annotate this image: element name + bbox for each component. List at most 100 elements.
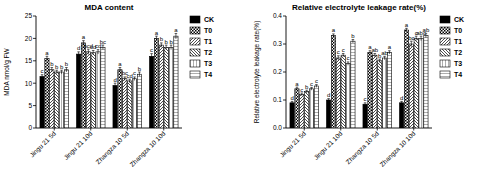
significance-letter: d <box>113 77 116 83</box>
bar <box>113 85 117 128</box>
significance-letter: b <box>60 64 64 70</box>
error-bar <box>133 77 136 81</box>
error-bar <box>291 101 294 104</box>
bar <box>387 52 391 128</box>
bar <box>123 79 127 128</box>
bar <box>346 64 350 128</box>
x-tick <box>90 128 91 131</box>
error-bar <box>347 62 350 65</box>
x-tick <box>377 128 378 131</box>
y-tick-label: 0.3 <box>273 40 282 47</box>
significance-letter: a <box>332 27 336 33</box>
legend-swatch <box>440 49 450 56</box>
bar <box>164 47 168 128</box>
figure: MDA contentMDA nmol/g FW0510152025Jingu … <box>0 0 500 180</box>
x-tick-label: Zhangza 10 10d <box>378 129 417 168</box>
bar <box>331 36 335 128</box>
error-bar <box>352 40 355 43</box>
bar <box>50 70 54 128</box>
significance-letter: c <box>310 81 313 87</box>
significance-letter: a <box>388 44 392 50</box>
error-bar <box>305 90 308 93</box>
bar <box>399 103 403 128</box>
bar <box>341 55 345 128</box>
error-bar <box>175 33 178 38</box>
legend-swatch <box>440 16 450 23</box>
bar <box>40 76 44 128</box>
error-bar <box>170 45 173 49</box>
significance-letter: b <box>50 61 54 67</box>
chart: MDA contentMDA nmol/g FW0510152025Jingu … <box>3 3 214 169</box>
error-bar <box>410 41 413 47</box>
significance-letter: c <box>150 47 153 53</box>
significance-letter: d <box>290 95 293 101</box>
significance-letter: b <box>305 84 309 90</box>
bar <box>414 38 418 128</box>
bar <box>96 52 100 128</box>
x-tick-label: Jingu 21 5d <box>278 129 308 159</box>
error-bar <box>160 43 163 47</box>
bar <box>314 86 318 128</box>
error-bar <box>405 28 408 31</box>
significance-letter: bc <box>408 35 414 41</box>
error-bar <box>92 50 95 54</box>
y-axis <box>286 16 287 128</box>
y-axis <box>36 16 37 128</box>
bar <box>300 94 304 128</box>
error-bar <box>102 45 105 49</box>
x-tick <box>413 128 414 131</box>
error-bar <box>315 85 318 88</box>
legend-label: T1 <box>454 38 462 45</box>
x-tick-label: Zhangza 10 10d <box>128 129 167 168</box>
y-axis-label: Relative electrolyte leakage rate(%) <box>253 21 261 124</box>
significance-letter: a <box>295 81 299 87</box>
significance-letter: c <box>347 55 350 61</box>
bar <box>326 100 330 128</box>
y-tick-label: 0.4 <box>273 12 282 19</box>
error-bar <box>310 87 313 90</box>
error-bar <box>77 52 80 56</box>
y-tick-label: 0.2 <box>273 68 282 75</box>
legend-label: CK <box>204 16 214 23</box>
bar <box>409 44 413 128</box>
error-bar <box>55 70 58 74</box>
significance-letter: b <box>160 36 164 42</box>
y-tick-label: 15 <box>25 57 33 64</box>
bar <box>45 59 49 128</box>
y-tick-label: 10 <box>25 80 33 87</box>
significance-letter: a <box>45 50 49 56</box>
bar <box>309 89 313 128</box>
bar <box>351 41 355 128</box>
significance-letter: a <box>174 27 178 33</box>
error-bar <box>301 93 304 96</box>
significance-letter: a <box>82 34 86 40</box>
significance-letter: a <box>155 30 159 36</box>
y-axis-label: MDA nmol/g FW <box>3 47 11 95</box>
error-bar <box>138 72 141 76</box>
bar <box>378 61 382 128</box>
significance-letter: b <box>165 39 169 45</box>
bar <box>336 58 340 128</box>
error-bar <box>128 79 131 83</box>
legend-label: T0 <box>454 27 462 34</box>
x-tick <box>54 128 55 131</box>
bar <box>55 72 59 128</box>
legend-swatch <box>440 27 450 34</box>
significance-letter: d <box>77 45 80 51</box>
significance-letter: a <box>405 22 409 28</box>
significance-letter: c <box>342 47 345 53</box>
error-bar <box>114 83 117 87</box>
significance-letter: c <box>300 87 303 93</box>
error-bar <box>65 68 68 72</box>
significance-letter: bc <box>100 39 106 45</box>
y-tick-label: 0.1 <box>273 96 282 103</box>
bar <box>305 92 309 128</box>
error-bar <box>400 101 403 104</box>
x-tick-label: Jingu 21 10d <box>62 129 94 161</box>
significance-letter: ab <box>381 50 388 56</box>
legend-swatch <box>190 38 200 45</box>
significance-letter: c <box>337 49 340 55</box>
legend-label: T3 <box>204 60 212 67</box>
legend-swatch <box>190 71 200 78</box>
x-tick <box>127 128 128 131</box>
